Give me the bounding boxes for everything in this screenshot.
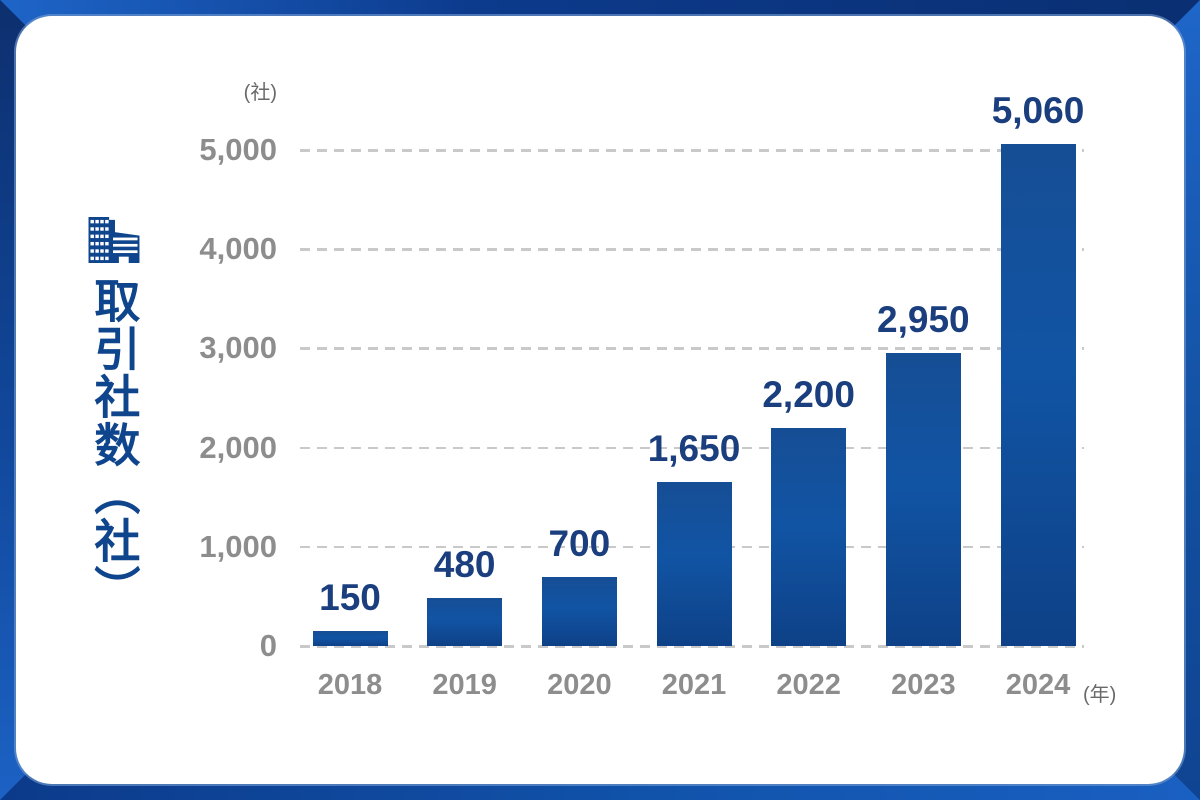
y-tick-label: 1,000 — [199, 528, 277, 564]
bar-2024 — [1000, 144, 1076, 646]
office-building-icon — [88, 216, 140, 264]
bar-value-label: 2,200 — [762, 373, 855, 415]
x-tick-label: 2022 — [776, 669, 841, 701]
y-tick-label: 5,000 — [199, 132, 277, 167]
bar-2018 — [312, 631, 388, 646]
chart-card: 取引社数（社） (社) (年) 0 1,000 2,000 3,000 4,000 5,0… — [16, 16, 1184, 784]
bar-value-label: 700 — [548, 522, 611, 564]
y-tick-label: 0 — [259, 628, 277, 663]
x-tick-label: 2018 — [317, 669, 383, 701]
x-axis-unit-label: (年) — [1083, 684, 1117, 706]
x-tick-label: 2024 — [1005, 669, 1071, 701]
gridline-5000 — [300, 149, 1084, 152]
bar-2021 — [656, 482, 732, 646]
bar-2022 — [771, 427, 847, 646]
x-tick-label: 2019 — [432, 669, 497, 701]
bar-value-label: 150 — [319, 577, 381, 619]
gridline-2000 — [300, 446, 1084, 450]
gridline-4000 — [300, 248, 1084, 251]
y-tick-label: 2,000 — [199, 429, 277, 465]
y-tick-label: 4,000 — [199, 231, 277, 267]
bar-2019 — [427, 598, 503, 646]
x-tick-label: 2021 — [661, 669, 727, 701]
bar-value-label: 5,060 — [991, 90, 1085, 132]
y-axis-title: 取引社数（社） — [88, 277, 141, 613]
bar-value-label: 2,950 — [877, 299, 970, 341]
plot-area: (社) (年) 0 1,000 2,000 3,000 4,000 5,000 150 201… — [199, 82, 1116, 706]
y-tick-label: 3,000 — [199, 330, 277, 366]
bar-value-label: 1,650 — [647, 428, 741, 470]
gridline-0 — [300, 645, 1084, 648]
bar-2023 — [885, 353, 961, 646]
x-tick-label: 2020 — [547, 669, 612, 701]
y-axis-title-block: 取引社数（社） — [82, 216, 146, 613]
bar-value-label: 480 — [433, 544, 496, 586]
bar-2020 — [541, 576, 617, 646]
x-tick-label: 2023 — [891, 669, 956, 701]
y-axis-unit-label: (社) — [243, 82, 277, 104]
gridline-3000 — [300, 347, 1084, 350]
